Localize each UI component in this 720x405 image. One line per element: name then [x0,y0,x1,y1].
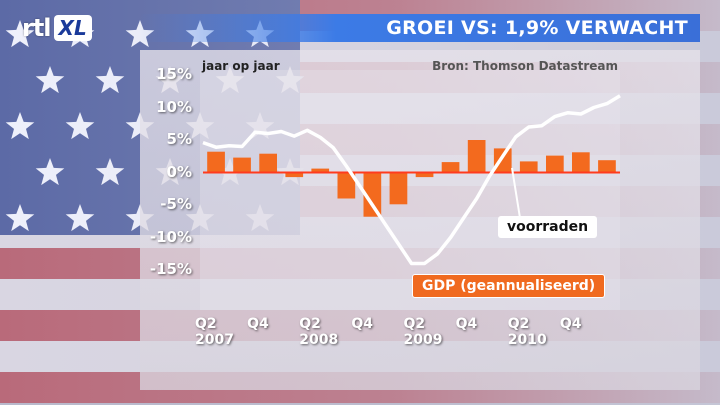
y-tick-label: -15% [149,260,192,278]
x-tick-quarter: Q4 [559,316,582,332]
rtl-xl-logo: rtl XL [22,14,92,42]
x-tick-label: Q4 [247,316,269,332]
x-tick-year: 2010 [507,332,547,348]
headline-title: GROEI VS: 1,9% VERWACHT [386,17,688,39]
gdp-bar [337,172,356,199]
gdp-bar [285,172,304,178]
y-tick-label: 0% [166,162,192,181]
y-tick-label: 5% [166,130,192,148]
gdp-bar [363,172,382,217]
y-tick-label: 15% [156,65,192,83]
x-tick-quarter: Q4 [247,316,269,332]
x-tick-label: Q2 2010 [508,316,547,348]
x-tick-quarter: Q2 [403,316,426,332]
x-tick-label: Q2 2007 [195,316,234,348]
gdp-bar [389,172,408,205]
gdp-bar [441,162,460,173]
x-tick-label: Q2 2008 [299,316,338,348]
voorraden-line [202,94,621,266]
legend-leader-line [511,167,521,219]
source-label: Bron: Thomson Datastream [432,59,618,73]
gdp-bar [415,172,434,178]
gdp-bar [259,153,277,173]
headline-bar: GROEI VS: 1,9% VERWACHT [140,14,700,42]
x-tick-label: Q2 2009 [404,316,443,348]
legend-voorraden: voorraden [498,216,598,238]
gdp-bar [519,161,538,173]
x-tick-quarter: Q2 [299,316,321,332]
logo-rtl-text: rtl [22,14,52,42]
gdp-bar [572,152,590,173]
logo-xl-text: XL [53,15,92,41]
x-tick-quarter: Q2 [507,316,530,332]
x-tick-quarter: Q4 [455,316,478,332]
gdp-bar [207,151,225,173]
x-tick-year: 2009 [403,332,443,348]
x-tick-year: 2007 [195,332,234,348]
y-axis-label: jaar op jaar [202,59,280,73]
legend-gdp: GDP (geannualiseerd) [412,274,606,298]
gdp-bar [467,140,486,173]
x-tick-year: 2008 [299,332,339,348]
x-tick-label: Q4 [560,316,582,332]
x-tick-quarter: Q2 [195,316,217,332]
gdp-bar [233,157,251,173]
gdp-bar [311,168,330,173]
y-tick-label: -5% [160,195,192,213]
x-tick-label: Q4 [456,316,478,332]
gdp-bar [493,148,512,173]
y-tick-label: 10% [156,97,192,116]
gdp-bar [598,160,616,173]
y-tick-label: -10% [149,227,192,246]
x-tick-label: Q4 [351,316,373,332]
x-tick-quarter: Q4 [351,316,374,332]
gdp-bar [546,155,564,173]
